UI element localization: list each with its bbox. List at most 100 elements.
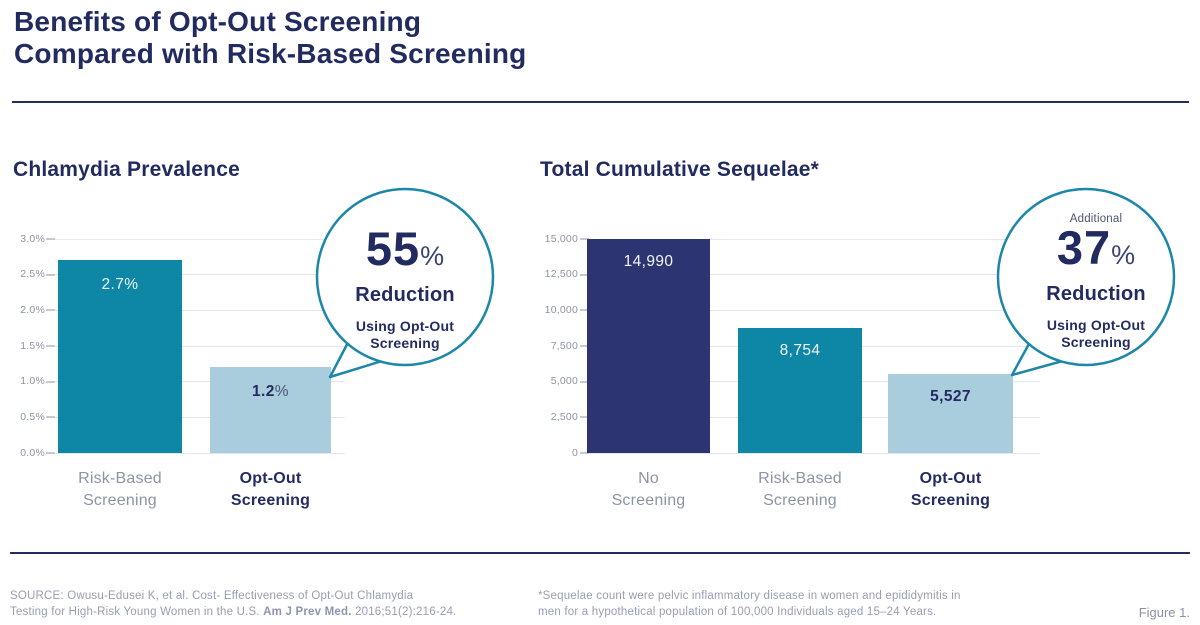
source-journal-name: Am J Prev Med. [263, 606, 352, 618]
axis-tick-icon [580, 416, 589, 419]
callout-circle-icon [315, 187, 495, 367]
gridline [584, 238, 1040, 240]
y-axis-tick-label: 0.5% [20, 410, 45, 423]
bar-value-label: 2.7% [58, 276, 182, 294]
callout-number: 55 [365, 222, 421, 275]
chart-heading-prevalence: Chlamydia Prevalence [13, 158, 240, 181]
y-axis-tick-label: 15,000 [544, 232, 578, 245]
y-axis-tick-label: 2,500 [550, 410, 578, 423]
sequelae-footnote: *Sequelae count were pelvic inflammatory… [538, 588, 1018, 620]
callout-prefix: Additional [1069, 213, 1123, 225]
callout-big-value: 37% [1057, 224, 1136, 282]
axis-tick-icon [46, 238, 55, 240]
bar-value-suffix: % [274, 383, 289, 401]
y-axis-tick-label: 10,000 [544, 303, 578, 316]
callout-sub-line-1: Using Opt-Out [355, 318, 455, 334]
callout-bubble-right [996, 187, 1176, 377]
source-line-2: Testing for High-Risk Young Women in the… [10, 604, 480, 620]
bar-value: 14,990 [623, 253, 674, 271]
gridline [50, 416, 345, 418]
gridline [50, 238, 345, 240]
bar-value-suffix: % [124, 276, 139, 294]
axis-tick-icon [580, 238, 589, 240]
callout-big-value: 55% [366, 225, 445, 283]
axis-tick-icon [580, 452, 589, 454]
y-axis-tick-label: 3.0% [20, 232, 45, 245]
callout-bubble-left [315, 187, 495, 379]
top-divider [12, 101, 1189, 103]
y-axis-tick-label: 2.5% [20, 268, 45, 281]
bar-opt-out-screening [210, 367, 331, 453]
x-axis-label-opt-out-screening: Opt-Out Screening [230, 470, 311, 509]
callout-circle-icon [996, 187, 1176, 367]
callout-sub-line-2: Screening [370, 335, 440, 351]
footnote-line-2: men for a hypothetical population of 100… [538, 606, 937, 618]
gridline [584, 452, 1040, 454]
x-axis-label-risk-based-screening: Risk-Based Screening [78, 470, 162, 509]
y-axis-tick-label: 1.5% [20, 339, 45, 352]
axis-tick-icon [46, 345, 55, 347]
y-axis-tick-label: 1.0% [20, 375, 45, 388]
axis-tick-icon [46, 273, 55, 276]
bar-value: 2.7 [101, 276, 125, 294]
footnote-line-1: *Sequelae count were pelvic inflammatory… [538, 590, 961, 602]
callout-number: 37 [1056, 221, 1112, 274]
figure-label: Figure 1. [1138, 605, 1190, 620]
gridline [50, 381, 345, 383]
source-citation: SOURCE: Owusu-Edusei K, et al. Cost- Eff… [10, 588, 480, 620]
gridline [584, 274, 1040, 276]
bar-value: 8,754 [779, 342, 821, 360]
x-axis-label-risk-based-screening: Risk-Based Screening [758, 470, 842, 509]
bar-value-label: 5,527 [888, 388, 1013, 406]
page-title: Benefits of Opt-Out Screening Compared w… [14, 6, 526, 70]
y-axis-tick-label: 0 [571, 446, 578, 459]
bar-value-label: 14,990 [587, 253, 710, 271]
gridline [584, 309, 1040, 311]
gridline [50, 452, 345, 454]
bar-value: 1.2 [252, 383, 275, 401]
bar-value-label: 1.2% [210, 383, 331, 401]
axis-tick-icon [46, 309, 55, 312]
callout-55-percent-reduction: 55% Reduction Using Opt-Out Screening [317, 189, 493, 365]
gridline [50, 309, 345, 311]
source-line-2-pre: Testing for High-Risk Young Women in the… [10, 606, 264, 618]
axis-tick-icon [580, 380, 589, 383]
page-title-line-1: Benefits of Opt-Out Screening [14, 6, 422, 37]
percent-sign: % [1111, 240, 1136, 270]
bottom-divider [10, 552, 1190, 554]
x-axis-label-opt-out-screening: Opt-Out Screening [910, 470, 991, 509]
axis-tick-icon [46, 416, 55, 419]
y-axis-tick-label: 7,500 [550, 339, 578, 352]
bar-value-label: 8,754 [738, 342, 862, 360]
callout-sub-label: Using Opt-Out Screening [1047, 317, 1145, 351]
source-line-1: SOURCE: Owusu-Edusei K, et al. Cost- Eff… [10, 590, 414, 602]
chart-heading-sequelae: Total Cumulative Sequelae* [540, 158, 820, 181]
axis-tick-icon [580, 345, 589, 347]
axis-tick-icon [580, 273, 589, 276]
gridline [50, 345, 345, 347]
axis-tick-icon [46, 380, 55, 383]
gridline [50, 274, 345, 276]
page-title-line-2: Compared with Risk-Based Screening [14, 38, 527, 69]
axis-tick-icon [46, 452, 55, 454]
y-axis-tick-label: 12,500 [544, 268, 578, 281]
callout-sub-line-1: Using Opt-Out [1046, 317, 1146, 333]
callout-sub-label: Using Opt-Out Screening [356, 318, 454, 352]
y-axis-tick-label: 2.0% [20, 303, 45, 316]
callout-37-percent-reduction: Additional 37% Reduction Using Opt-Out S… [1008, 189, 1184, 365]
callout-reduction-label: Reduction [1046, 283, 1146, 305]
callout-reduction-label: Reduction [355, 284, 455, 306]
bar-opt-out-screening [888, 374, 1013, 453]
y-axis-tick-label: 5,000 [550, 375, 578, 388]
axis-tick-icon [580, 309, 589, 312]
bar-value: 5,527 [930, 388, 971, 406]
y-axis-tick-label: 0.0% [20, 446, 45, 459]
bar-risk-based-screening [58, 260, 182, 453]
percent-sign: % [420, 241, 445, 271]
callout-sub-line-2: Screening [1061, 334, 1131, 350]
source-line-2-post: 2016;51(2):216-24. [351, 606, 457, 618]
x-axis-label-no-screening: No Screening [611, 470, 686, 509]
bar-risk-based-screening [738, 328, 862, 453]
bar-no-screening [587, 239, 710, 453]
